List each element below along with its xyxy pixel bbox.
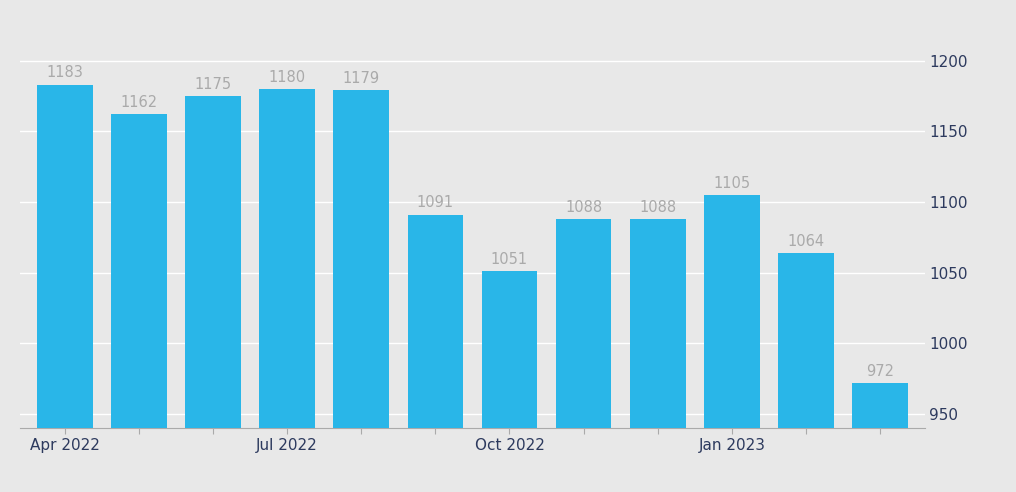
Text: 1105: 1105 [713, 176, 751, 190]
Bar [630, 219, 686, 428]
Text: 1162: 1162 [120, 95, 157, 110]
Text: 1091: 1091 [417, 195, 454, 211]
Text: 1179: 1179 [342, 71, 380, 86]
Bar [37, 85, 92, 428]
Bar [852, 383, 908, 428]
Bar [407, 215, 463, 428]
Text: 1175: 1175 [194, 77, 232, 92]
Bar [778, 253, 834, 428]
Text: 1088: 1088 [565, 200, 602, 215]
Text: 1051: 1051 [491, 252, 528, 267]
Bar [259, 89, 315, 428]
Text: 1180: 1180 [268, 69, 306, 85]
Bar [704, 195, 760, 428]
Text: 1064: 1064 [787, 234, 825, 248]
Text: 972: 972 [866, 364, 894, 378]
Bar [556, 219, 612, 428]
Text: 1088: 1088 [639, 200, 677, 215]
Bar [333, 90, 389, 428]
Bar [185, 96, 241, 428]
Bar [111, 114, 167, 428]
Bar [482, 271, 537, 428]
Text: 1183: 1183 [47, 65, 83, 80]
